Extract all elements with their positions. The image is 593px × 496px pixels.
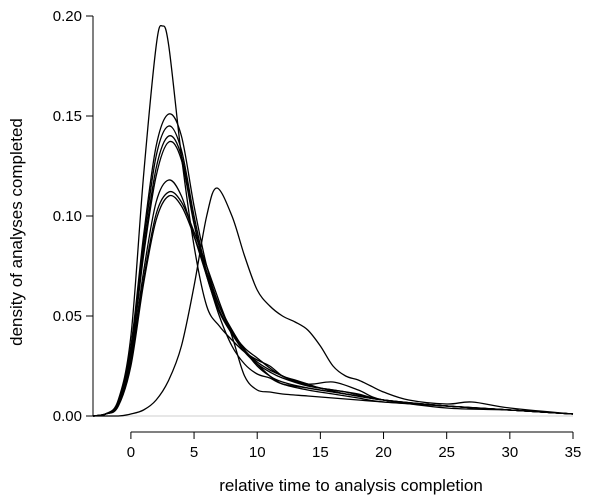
series-line-1 — [92, 24, 574, 417]
x-tick-label: 10 — [249, 444, 266, 461]
x-tick-label: 15 — [312, 444, 329, 461]
x-tick-label: 35 — [565, 444, 582, 461]
x-tick-label: 5 — [190, 444, 198, 461]
series-line-9 — [92, 187, 574, 417]
series-line-2 — [92, 113, 574, 417]
x-tick-label: 30 — [501, 444, 518, 461]
x-tick-label: 0 — [127, 444, 135, 461]
x-tick-label: 20 — [375, 444, 392, 461]
x-axis-label: relative time to analysis completion — [219, 476, 483, 495]
y-axis-label: density of analyses completed — [7, 118, 26, 346]
y-tick-label: 0.10 — [53, 208, 82, 225]
y-tick-label: 0.20 — [53, 8, 82, 25]
y-tick-label: 0.15 — [53, 108, 82, 125]
x-axis: 0 5 10 15 20 25 30 35 — [127, 431, 582, 461]
y-tick-label: 0.05 — [53, 308, 82, 325]
series-line-8 — [92, 194, 574, 417]
series-line-6 — [92, 179, 574, 417]
y-axis: 0.00 0.05 0.10 0.15 0.20 — [53, 8, 94, 425]
series-group — [92, 24, 574, 417]
x-tick-label: 25 — [438, 444, 455, 461]
series-line-3 — [92, 125, 574, 417]
series-line-4 — [92, 135, 574, 417]
y-tick-label: 0.00 — [53, 408, 82, 425]
